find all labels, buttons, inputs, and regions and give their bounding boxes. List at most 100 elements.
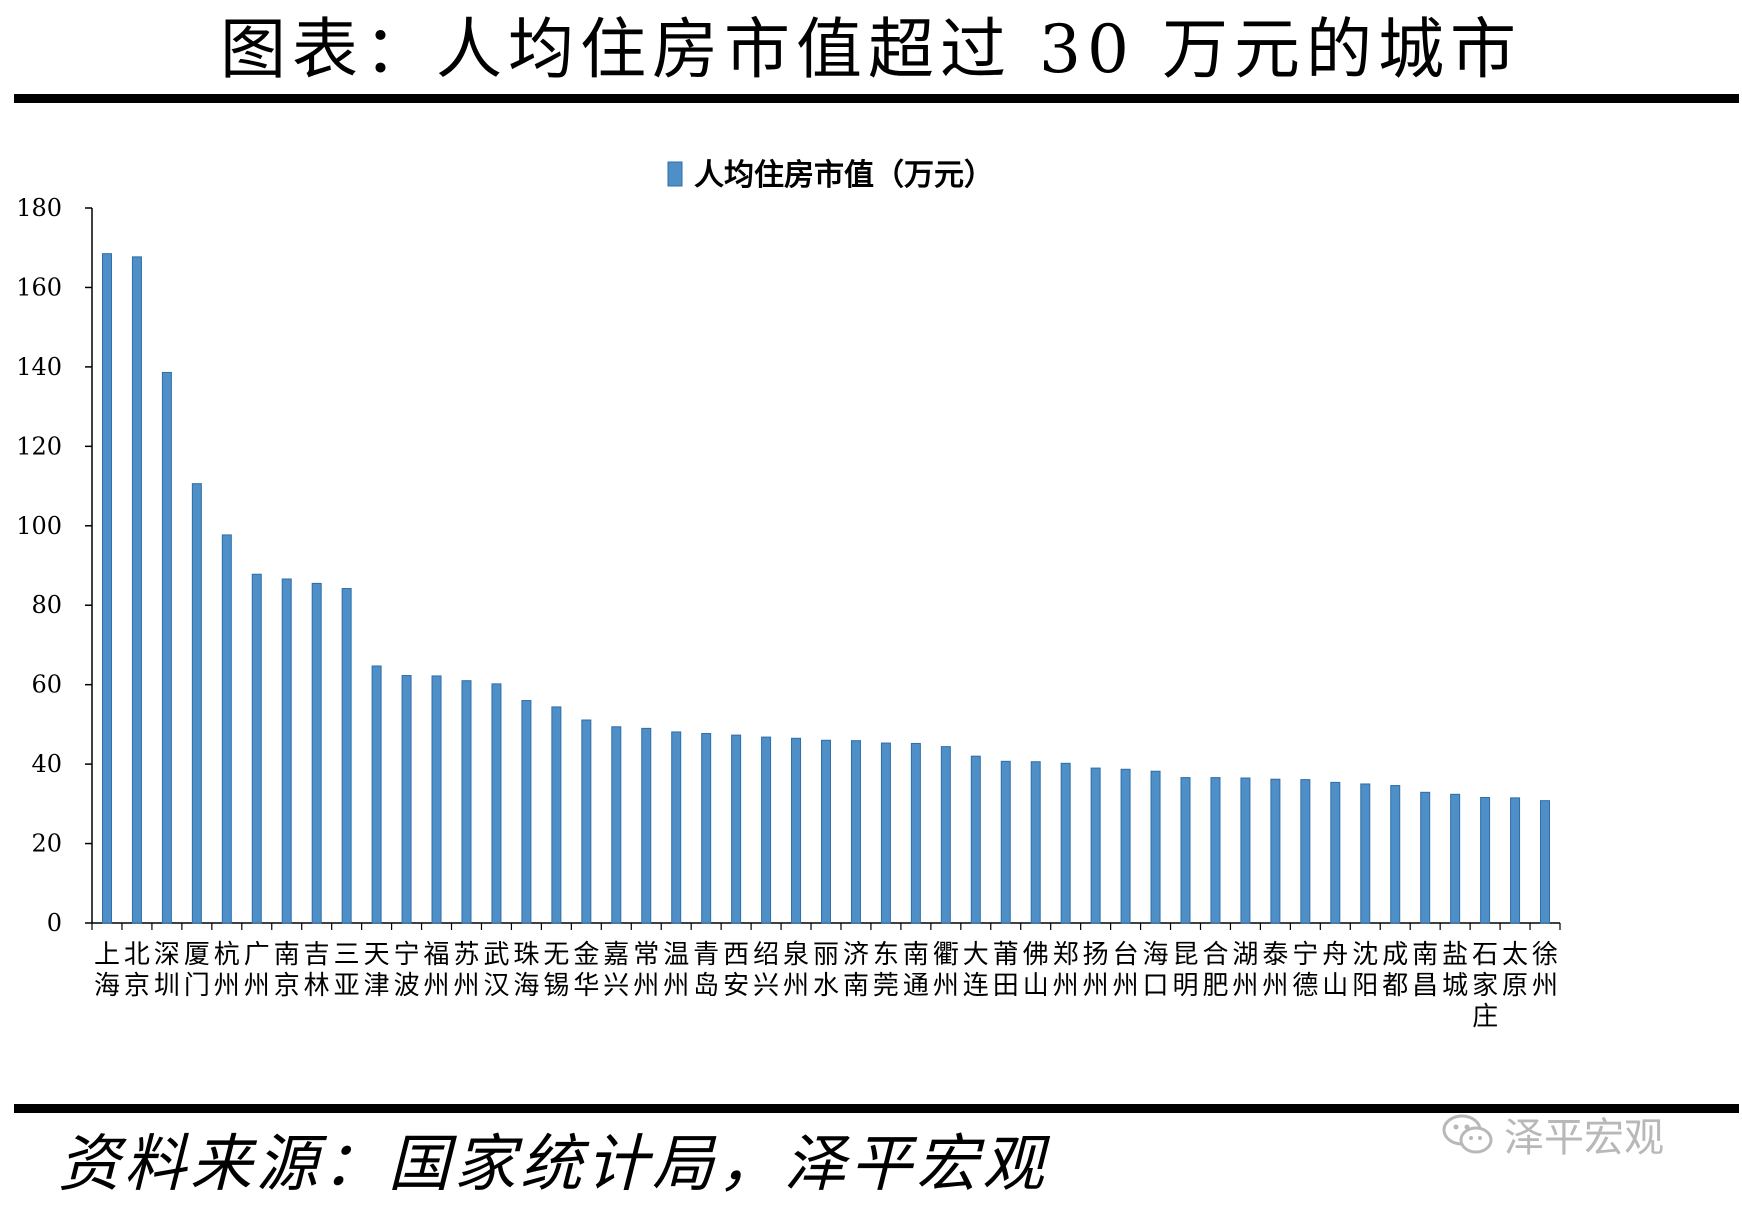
bar [641,727,652,924]
y-tick-label: 80 [31,591,62,619]
watermark: 泽平宏观 [1440,1106,1664,1162]
x-tick-label: 盐城 [1442,940,1468,1001]
x-tick-label: 成都 [1382,940,1408,1001]
bar [1060,762,1071,924]
bar [1000,760,1011,924]
x-tick-label: 杭州 [214,940,240,1001]
bar [940,746,951,924]
x-tick-label: 泰州 [1262,940,1288,1001]
x-tick-label: 扬州 [1083,940,1109,1001]
x-tick-label: 南京 [274,940,300,1001]
x-tick-label: 佛山 [1023,940,1049,1001]
x-tick-label: 泉州 [783,940,809,1001]
x-tick-label: 广州 [244,940,270,1001]
bar-chart: 0 20 40 60 80 100 120 140 160 180 上海北京深圳厦门杭州广州南京吉林… [16,158,1561,1032]
bar [1330,781,1341,924]
bar [1210,777,1221,924]
x-tick-label: 沈阳 [1352,940,1378,1001]
y-tick-label: 20 [31,830,62,858]
bar [401,675,412,924]
bar [251,573,262,924]
y-tick-label: 0 [47,909,62,937]
x-tick-label: 厦门 [184,940,210,1001]
x-tick-label: 舟山 [1322,940,1348,1001]
bar [761,736,772,924]
x-tick-label: 台州 [1113,940,1139,1001]
x-tick-label: 深圳 [154,940,180,1001]
x-tick-label: 福州 [424,940,450,1001]
x-tick-label: 武汉 [483,940,509,1001]
bar [1360,783,1371,924]
bar [850,740,861,924]
bar [1150,770,1161,924]
x-tick-label: 济南 [843,940,869,1001]
x-tick-label: 宁德 [1292,940,1318,1001]
x-tick-label: 温州 [663,940,689,1001]
legend-label: 人均住房市值（万元） [694,158,994,193]
bar [701,733,712,924]
bar [581,719,592,924]
x-tick-label: 北京 [124,940,150,1001]
y-tick-label: 100 [16,512,62,540]
page-title: 图表：人均住房市值超过 30 万元的城市 [220,11,1522,88]
bar [731,734,742,924]
bar [1510,797,1521,924]
bar [1540,800,1551,924]
x-tick-label: 石家庄 [1472,940,1498,1032]
bar [431,675,442,924]
bar [311,582,322,924]
x-tick-label: 吉林 [304,940,330,1001]
x-tick-label: 珠海 [513,940,539,1001]
bar [1450,793,1461,924]
bar [341,588,352,924]
x-tick-label: 合肥 [1202,940,1228,1001]
bar [491,683,502,924]
y-tick-label: 60 [31,671,62,699]
x-tick-label: 西安 [723,940,749,1001]
bar [131,256,142,924]
top-divider [14,94,1739,103]
wechat-icon [1442,1114,1493,1154]
bar [101,253,112,924]
bar [821,739,831,924]
x-tick-label: 郑州 [1053,940,1079,1001]
x-tick-label: 南昌 [1412,940,1438,1001]
x-tick-label: 常州 [633,940,659,1001]
bar [1240,777,1251,924]
x-tick-label: 天津 [364,940,390,1001]
source-note: 资料来源：国家统计局，泽平宏观 [58,1127,1049,1200]
bar [1270,778,1281,924]
bar [1030,761,1041,924]
y-tick-label: 40 [31,750,62,778]
x-tick-label: 丽水 [813,940,839,1001]
bar [1180,777,1191,924]
bar [1090,767,1101,924]
x-tick-label: 宁波 [394,940,420,1001]
x-tick-label: 绍兴 [753,940,779,1001]
x-tick-label: 海口 [1143,940,1169,1001]
bar [1120,768,1131,924]
legend-swatch [667,161,683,187]
bar [371,665,382,924]
bar [221,534,232,924]
x-tick-label: 三亚 [334,940,360,1001]
y-tick-label: 140 [16,353,62,381]
x-tick-label: 太原 [1502,940,1528,1001]
y-tick-label: 120 [16,432,62,460]
x-tick-label: 昆明 [1173,940,1199,1001]
bar [791,737,802,924]
x-tick-label: 无锡 [543,940,569,1001]
bar [1300,779,1311,924]
bottom-divider [14,1104,1739,1113]
x-tick-label: 衢州 [933,940,959,1001]
bar [880,742,891,924]
bar [161,371,172,924]
bar [1420,791,1431,924]
x-tick-label: 金华 [573,940,599,1001]
bar [521,700,532,924]
bar [461,680,472,924]
bar [281,578,292,924]
x-tick-label: 大连 [963,940,989,1001]
x-tick-label: 湖州 [1232,940,1258,1001]
bar [191,483,202,924]
